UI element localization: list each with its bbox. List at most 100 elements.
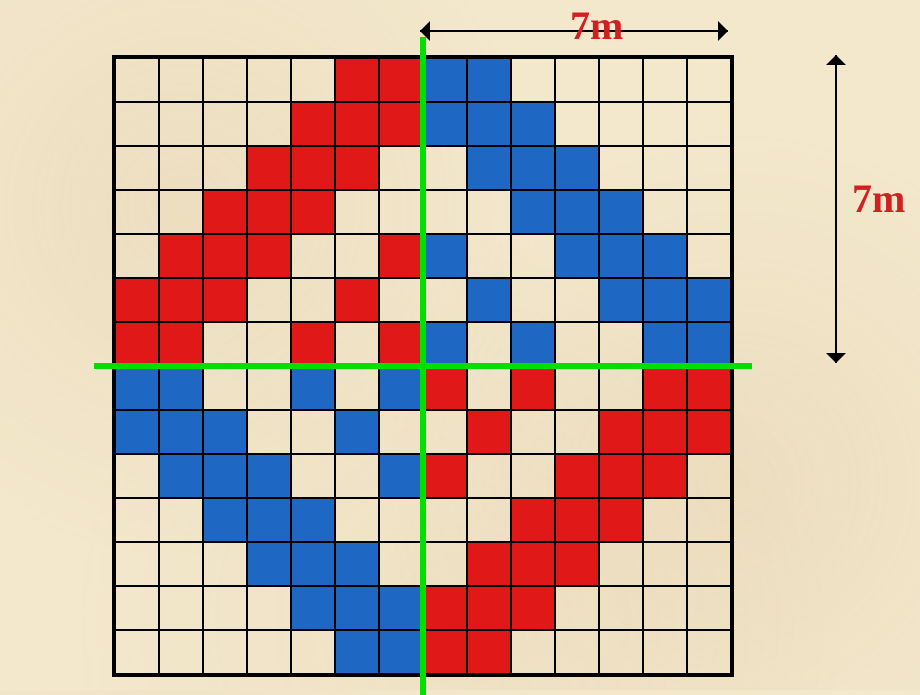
grid-cell [379, 410, 423, 454]
grid-cell [203, 234, 247, 278]
grid-cell [687, 586, 731, 630]
grid-cell [203, 278, 247, 322]
grid-cell [511, 366, 555, 410]
dimension-label-top: 7m [570, 2, 623, 49]
grid-cell [643, 102, 687, 146]
grid-cell [335, 190, 379, 234]
grid-cell [247, 322, 291, 366]
grid-cell [555, 234, 599, 278]
grid-cell [599, 586, 643, 630]
grid-cell [423, 498, 467, 542]
grid-cell [511, 498, 555, 542]
grid-cell [247, 498, 291, 542]
grid-cell [159, 58, 203, 102]
grid-cell [335, 322, 379, 366]
grid-cell [335, 366, 379, 410]
grid-cell [379, 586, 423, 630]
grid-cell [291, 322, 335, 366]
horizontal-axis [94, 363, 752, 369]
dimension-tick [420, 21, 430, 41]
grid-cell [247, 234, 291, 278]
grid-cell [115, 586, 159, 630]
grid-cell [247, 278, 291, 322]
diagram-stage: 7m 7m [0, 0, 920, 690]
grid-cell [335, 234, 379, 278]
grid-cell [555, 542, 599, 586]
grid-cell [291, 454, 335, 498]
grid-cell [643, 542, 687, 586]
grid-cell [203, 322, 247, 366]
grid-cell [599, 630, 643, 674]
grid-cell [687, 190, 731, 234]
grid-cell [247, 410, 291, 454]
grid-cell [115, 454, 159, 498]
grid-cell [379, 366, 423, 410]
grid-cell [687, 542, 731, 586]
grid-cell [203, 58, 247, 102]
grid-cell [291, 366, 335, 410]
grid-cell [335, 58, 379, 102]
grid-cell [379, 278, 423, 322]
grid-cell [467, 542, 511, 586]
grid-cell [379, 322, 423, 366]
grid-cell [643, 58, 687, 102]
grid-cell [555, 58, 599, 102]
grid-cell [159, 454, 203, 498]
grid-cell [511, 586, 555, 630]
grid-cell [467, 366, 511, 410]
grid-cell [203, 542, 247, 586]
grid-cell [599, 146, 643, 190]
grid-cell [599, 58, 643, 102]
grid-cell [555, 366, 599, 410]
grid-cell [159, 366, 203, 410]
grid-cell [555, 586, 599, 630]
grid-cell [511, 146, 555, 190]
grid-cell [511, 102, 555, 146]
grid-cell [599, 190, 643, 234]
grid-cell [467, 630, 511, 674]
grid-cell [115, 278, 159, 322]
grid-cell [203, 586, 247, 630]
grid-cell [643, 630, 687, 674]
grid-cell [203, 410, 247, 454]
grid-cell [203, 454, 247, 498]
grid-cell [379, 498, 423, 542]
grid-cell [511, 278, 555, 322]
grid-cell [687, 234, 731, 278]
grid-cell [247, 58, 291, 102]
grid-cell [115, 102, 159, 146]
grid-cell [555, 498, 599, 542]
grid-cell [555, 630, 599, 674]
grid-cell [555, 102, 599, 146]
grid-cell [115, 146, 159, 190]
grid-cell [115, 366, 159, 410]
grid-cell [247, 190, 291, 234]
grid-cell [423, 234, 467, 278]
dimension-tick [718, 21, 728, 41]
grid-cell [423, 366, 467, 410]
grid-cell [379, 102, 423, 146]
grid-cell [687, 454, 731, 498]
grid-cell [291, 498, 335, 542]
grid-cell [643, 234, 687, 278]
grid-cell [423, 102, 467, 146]
dimension-label-right: 7m [852, 175, 905, 222]
grid-cell [115, 58, 159, 102]
grid-cell [511, 630, 555, 674]
grid-cell [423, 146, 467, 190]
grid-cell [643, 498, 687, 542]
grid-cell [115, 542, 159, 586]
grid-cell [291, 630, 335, 674]
grid-cell [643, 278, 687, 322]
grid-cell [379, 454, 423, 498]
grid-cell [555, 454, 599, 498]
grid-cell [643, 146, 687, 190]
grid-cell [379, 542, 423, 586]
grid-cell [423, 542, 467, 586]
grid-cell [511, 410, 555, 454]
grid-cell [687, 366, 731, 410]
grid-cell [159, 190, 203, 234]
grid-cell [599, 278, 643, 322]
grid-cell [291, 102, 335, 146]
grid-cell [599, 498, 643, 542]
